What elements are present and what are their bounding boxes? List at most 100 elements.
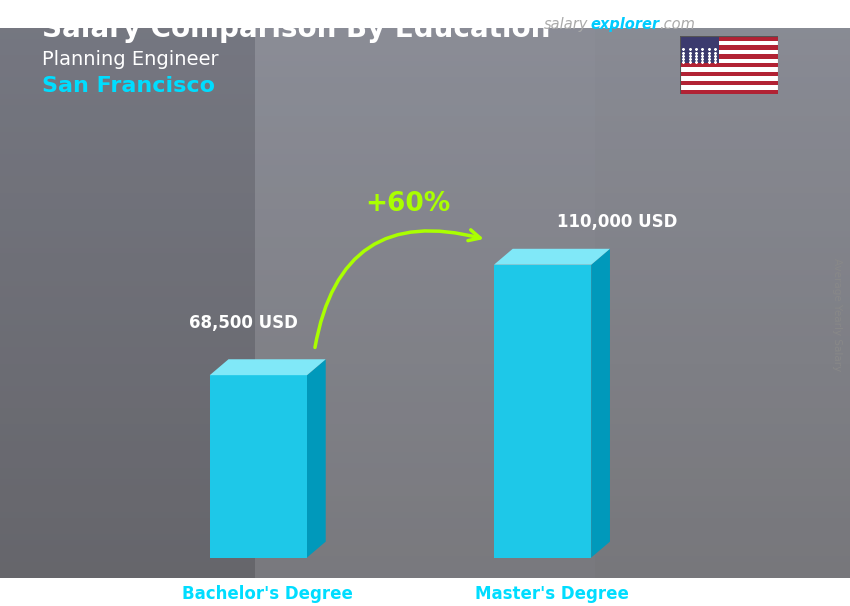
Bar xyxy=(0,485,850,490)
Bar xyxy=(0,226,850,231)
Polygon shape xyxy=(494,249,610,265)
Text: salary: salary xyxy=(544,17,588,32)
Bar xyxy=(680,36,719,63)
Bar xyxy=(680,72,778,76)
Bar xyxy=(680,54,778,59)
Bar xyxy=(0,479,850,485)
Bar xyxy=(0,215,850,221)
Text: Average Yearly Salary: Average Yearly Salary xyxy=(832,259,842,371)
Bar xyxy=(0,402,850,408)
Bar xyxy=(0,507,850,512)
Bar xyxy=(0,364,850,369)
Bar xyxy=(0,264,850,270)
Text: Salary Comparison By Education: Salary Comparison By Education xyxy=(42,15,551,43)
Bar xyxy=(0,143,850,148)
Bar xyxy=(0,160,850,165)
Bar xyxy=(0,319,850,325)
Text: Master's Degree: Master's Degree xyxy=(475,585,629,603)
Bar xyxy=(0,61,850,66)
Bar xyxy=(0,518,850,524)
Bar xyxy=(0,512,850,518)
Bar xyxy=(0,545,850,551)
Bar xyxy=(0,77,850,82)
Bar xyxy=(680,36,778,41)
Bar xyxy=(680,76,778,81)
Bar xyxy=(0,391,850,397)
Text: .com: .com xyxy=(659,17,694,32)
Bar xyxy=(0,187,850,193)
Bar xyxy=(0,529,850,534)
Bar xyxy=(0,474,850,479)
Bar xyxy=(0,451,850,458)
Bar xyxy=(0,380,850,385)
Bar xyxy=(0,336,850,342)
Bar xyxy=(0,468,850,474)
Bar xyxy=(0,287,850,292)
Bar xyxy=(0,430,850,435)
Bar xyxy=(0,347,850,353)
Bar xyxy=(0,551,850,556)
Bar xyxy=(0,82,850,88)
Bar xyxy=(0,110,850,116)
Bar xyxy=(0,121,850,127)
Bar xyxy=(0,524,850,529)
Polygon shape xyxy=(210,359,326,375)
Bar xyxy=(680,90,778,94)
Bar xyxy=(0,325,850,330)
Bar xyxy=(0,94,850,99)
Bar xyxy=(0,534,850,540)
Text: explorer: explorer xyxy=(591,17,660,32)
Bar xyxy=(0,463,850,468)
Bar xyxy=(0,242,850,248)
Bar xyxy=(0,221,850,226)
Text: San Francisco: San Francisco xyxy=(42,76,216,96)
Bar xyxy=(0,501,850,507)
Polygon shape xyxy=(494,265,592,558)
Bar xyxy=(0,562,850,567)
Bar xyxy=(0,209,850,215)
Bar xyxy=(0,171,850,176)
Bar xyxy=(0,458,850,463)
Bar xyxy=(0,358,850,364)
Bar xyxy=(0,248,850,253)
Bar xyxy=(0,419,850,424)
Bar xyxy=(0,573,850,579)
Bar xyxy=(0,408,850,413)
Bar xyxy=(0,193,850,198)
Text: Bachelor's Degree: Bachelor's Degree xyxy=(182,585,354,603)
Bar xyxy=(0,567,850,573)
Text: +60%: +60% xyxy=(366,191,450,217)
Bar xyxy=(0,424,850,430)
Bar xyxy=(0,27,850,33)
Bar xyxy=(0,375,850,380)
Bar xyxy=(0,50,850,55)
Polygon shape xyxy=(210,375,307,558)
Text: 68,500 USD: 68,500 USD xyxy=(189,314,298,332)
Bar xyxy=(0,88,850,94)
Bar xyxy=(0,298,850,303)
Bar xyxy=(0,116,850,121)
Bar xyxy=(680,81,778,85)
Bar xyxy=(0,253,850,259)
Bar xyxy=(680,41,778,45)
Bar xyxy=(0,237,850,242)
Bar xyxy=(0,105,850,110)
Bar xyxy=(680,59,778,63)
Bar xyxy=(0,314,850,319)
Bar xyxy=(0,132,850,138)
Bar xyxy=(0,496,850,501)
Bar xyxy=(0,33,850,39)
Bar xyxy=(0,198,850,204)
Bar xyxy=(0,308,850,314)
Bar xyxy=(680,63,778,67)
Bar xyxy=(0,556,850,562)
Bar xyxy=(0,127,850,132)
Bar xyxy=(0,353,850,358)
Bar xyxy=(0,99,850,105)
Bar xyxy=(0,259,850,264)
Polygon shape xyxy=(592,249,610,558)
Bar xyxy=(0,281,850,287)
Bar xyxy=(0,276,850,281)
Bar xyxy=(0,165,850,171)
Bar xyxy=(0,270,850,276)
